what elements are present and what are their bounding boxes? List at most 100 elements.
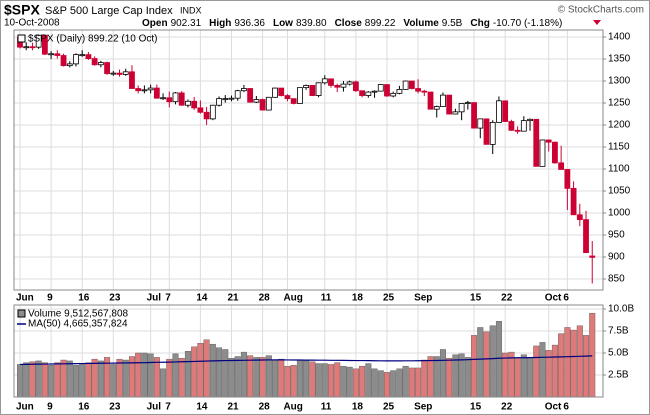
legend-icon [17, 34, 26, 43]
volume-bar [122, 359, 129, 398]
volume-bar [309, 361, 316, 398]
volume-bar [296, 359, 303, 398]
volume-bar [85, 362, 92, 398]
y-tick-label: 10.0B [608, 304, 634, 315]
candle-body [427, 91, 434, 110]
ma-legend: MA(50) 4,665,357,824 [28, 319, 128, 330]
x-tick-label: 25 [383, 402, 395, 413]
candle-body [23, 46, 30, 49]
y-tick-label: 1400 [608, 32, 631, 43]
x-tick-label: 6 [563, 402, 569, 413]
volume-bar [110, 364, 117, 398]
candle-body [73, 54, 79, 65]
candle-body [365, 91, 372, 96]
x-tick-label: Jul [147, 402, 162, 413]
candle-body [464, 102, 471, 104]
candle-body [272, 87, 278, 98]
volume-bar [427, 356, 434, 398]
volume-bar [570, 329, 577, 398]
volume-bar [502, 352, 509, 398]
volume-bar [390, 370, 397, 398]
volume-bar [284, 365, 291, 398]
candle-body [60, 55, 67, 67]
candle-body [160, 97, 166, 100]
volume-bar [340, 365, 347, 398]
x-tick-label: 18 [352, 402, 364, 413]
x-tick-label: 7 [165, 293, 171, 304]
candle-body [371, 90, 378, 93]
x-tick-label: 21 [227, 402, 239, 413]
y-tick-label: 1300 [608, 76, 631, 87]
volume-bar [135, 352, 142, 398]
candle-body [328, 78, 334, 86]
exchange: INDX [180, 5, 202, 15]
y-tick-label: 1000 [608, 208, 631, 219]
candle-body [79, 54, 86, 57]
volume-bar [35, 360, 42, 398]
volume-bar [321, 363, 328, 398]
volume-frame [13, 304, 604, 398]
volume-bar [153, 357, 160, 398]
volume-bar [23, 362, 30, 398]
candle-body [533, 118, 540, 167]
volume-bar [334, 362, 341, 398]
y-tick-label: 1050 [608, 186, 631, 197]
y-tick-label: 950 [608, 230, 625, 241]
y-tick-label: 1350 [608, 54, 631, 65]
volume-bar [160, 368, 167, 398]
volume-bar [402, 365, 409, 398]
candle-body [222, 98, 229, 101]
candle-body [570, 187, 577, 216]
price-legend: $SPX (Daily) 899.22 (10 Oct) [28, 34, 158, 45]
candle-body [396, 88, 403, 94]
volume-bar [60, 359, 67, 398]
volume-bar [377, 370, 384, 398]
stat-value: 899.22 [365, 18, 396, 29]
volume-bar [539, 342, 546, 398]
volume-bar [551, 344, 558, 398]
candle-body [135, 88, 142, 92]
candle-body [141, 89, 148, 92]
price-frame [13, 29, 604, 291]
candle-body [483, 118, 490, 145]
candle-body [576, 214, 583, 221]
x-tick-label: Aug [283, 402, 302, 413]
candle-body [48, 53, 54, 56]
stat-label: High [209, 18, 231, 29]
candle-body [66, 63, 73, 67]
candle-body [440, 94, 446, 107]
x-tick-label: 22 [501, 402, 513, 413]
candle-body [315, 82, 322, 96]
volume-bar [315, 363, 322, 398]
candle-body [122, 71, 129, 75]
candle-body [278, 87, 285, 96]
volume-bar [91, 358, 98, 398]
x-tick-label: Aug [283, 293, 302, 304]
volume-bar [209, 343, 216, 398]
volume-bar [365, 363, 372, 398]
date: 10-Oct-2008 [4, 18, 60, 29]
candle-body [520, 120, 527, 132]
candle-body [234, 90, 241, 99]
x-tick-label: 28 [259, 293, 271, 304]
candle-body [340, 83, 347, 88]
volume-bar [253, 357, 260, 398]
candle-body [489, 121, 496, 145]
candle-body [433, 106, 440, 110]
volume-bar [203, 339, 210, 398]
volume-bar [147, 353, 154, 398]
stat-label: Volume [403, 18, 439, 29]
candle-body [334, 85, 341, 88]
volume-bar [79, 364, 86, 398]
volume-legend: Volume 9,512,567,808 [28, 309, 129, 320]
volume-bar [495, 321, 502, 398]
volume-bar [259, 357, 266, 398]
volume-bar [527, 357, 534, 398]
candle-body [539, 139, 546, 167]
volume-bar [278, 358, 285, 398]
volume-bar [41, 362, 48, 398]
x-tick-label: 21 [227, 293, 239, 304]
volume-bar [446, 358, 453, 398]
x-tick-label: Jul [147, 293, 162, 304]
volume-bar [228, 358, 235, 398]
